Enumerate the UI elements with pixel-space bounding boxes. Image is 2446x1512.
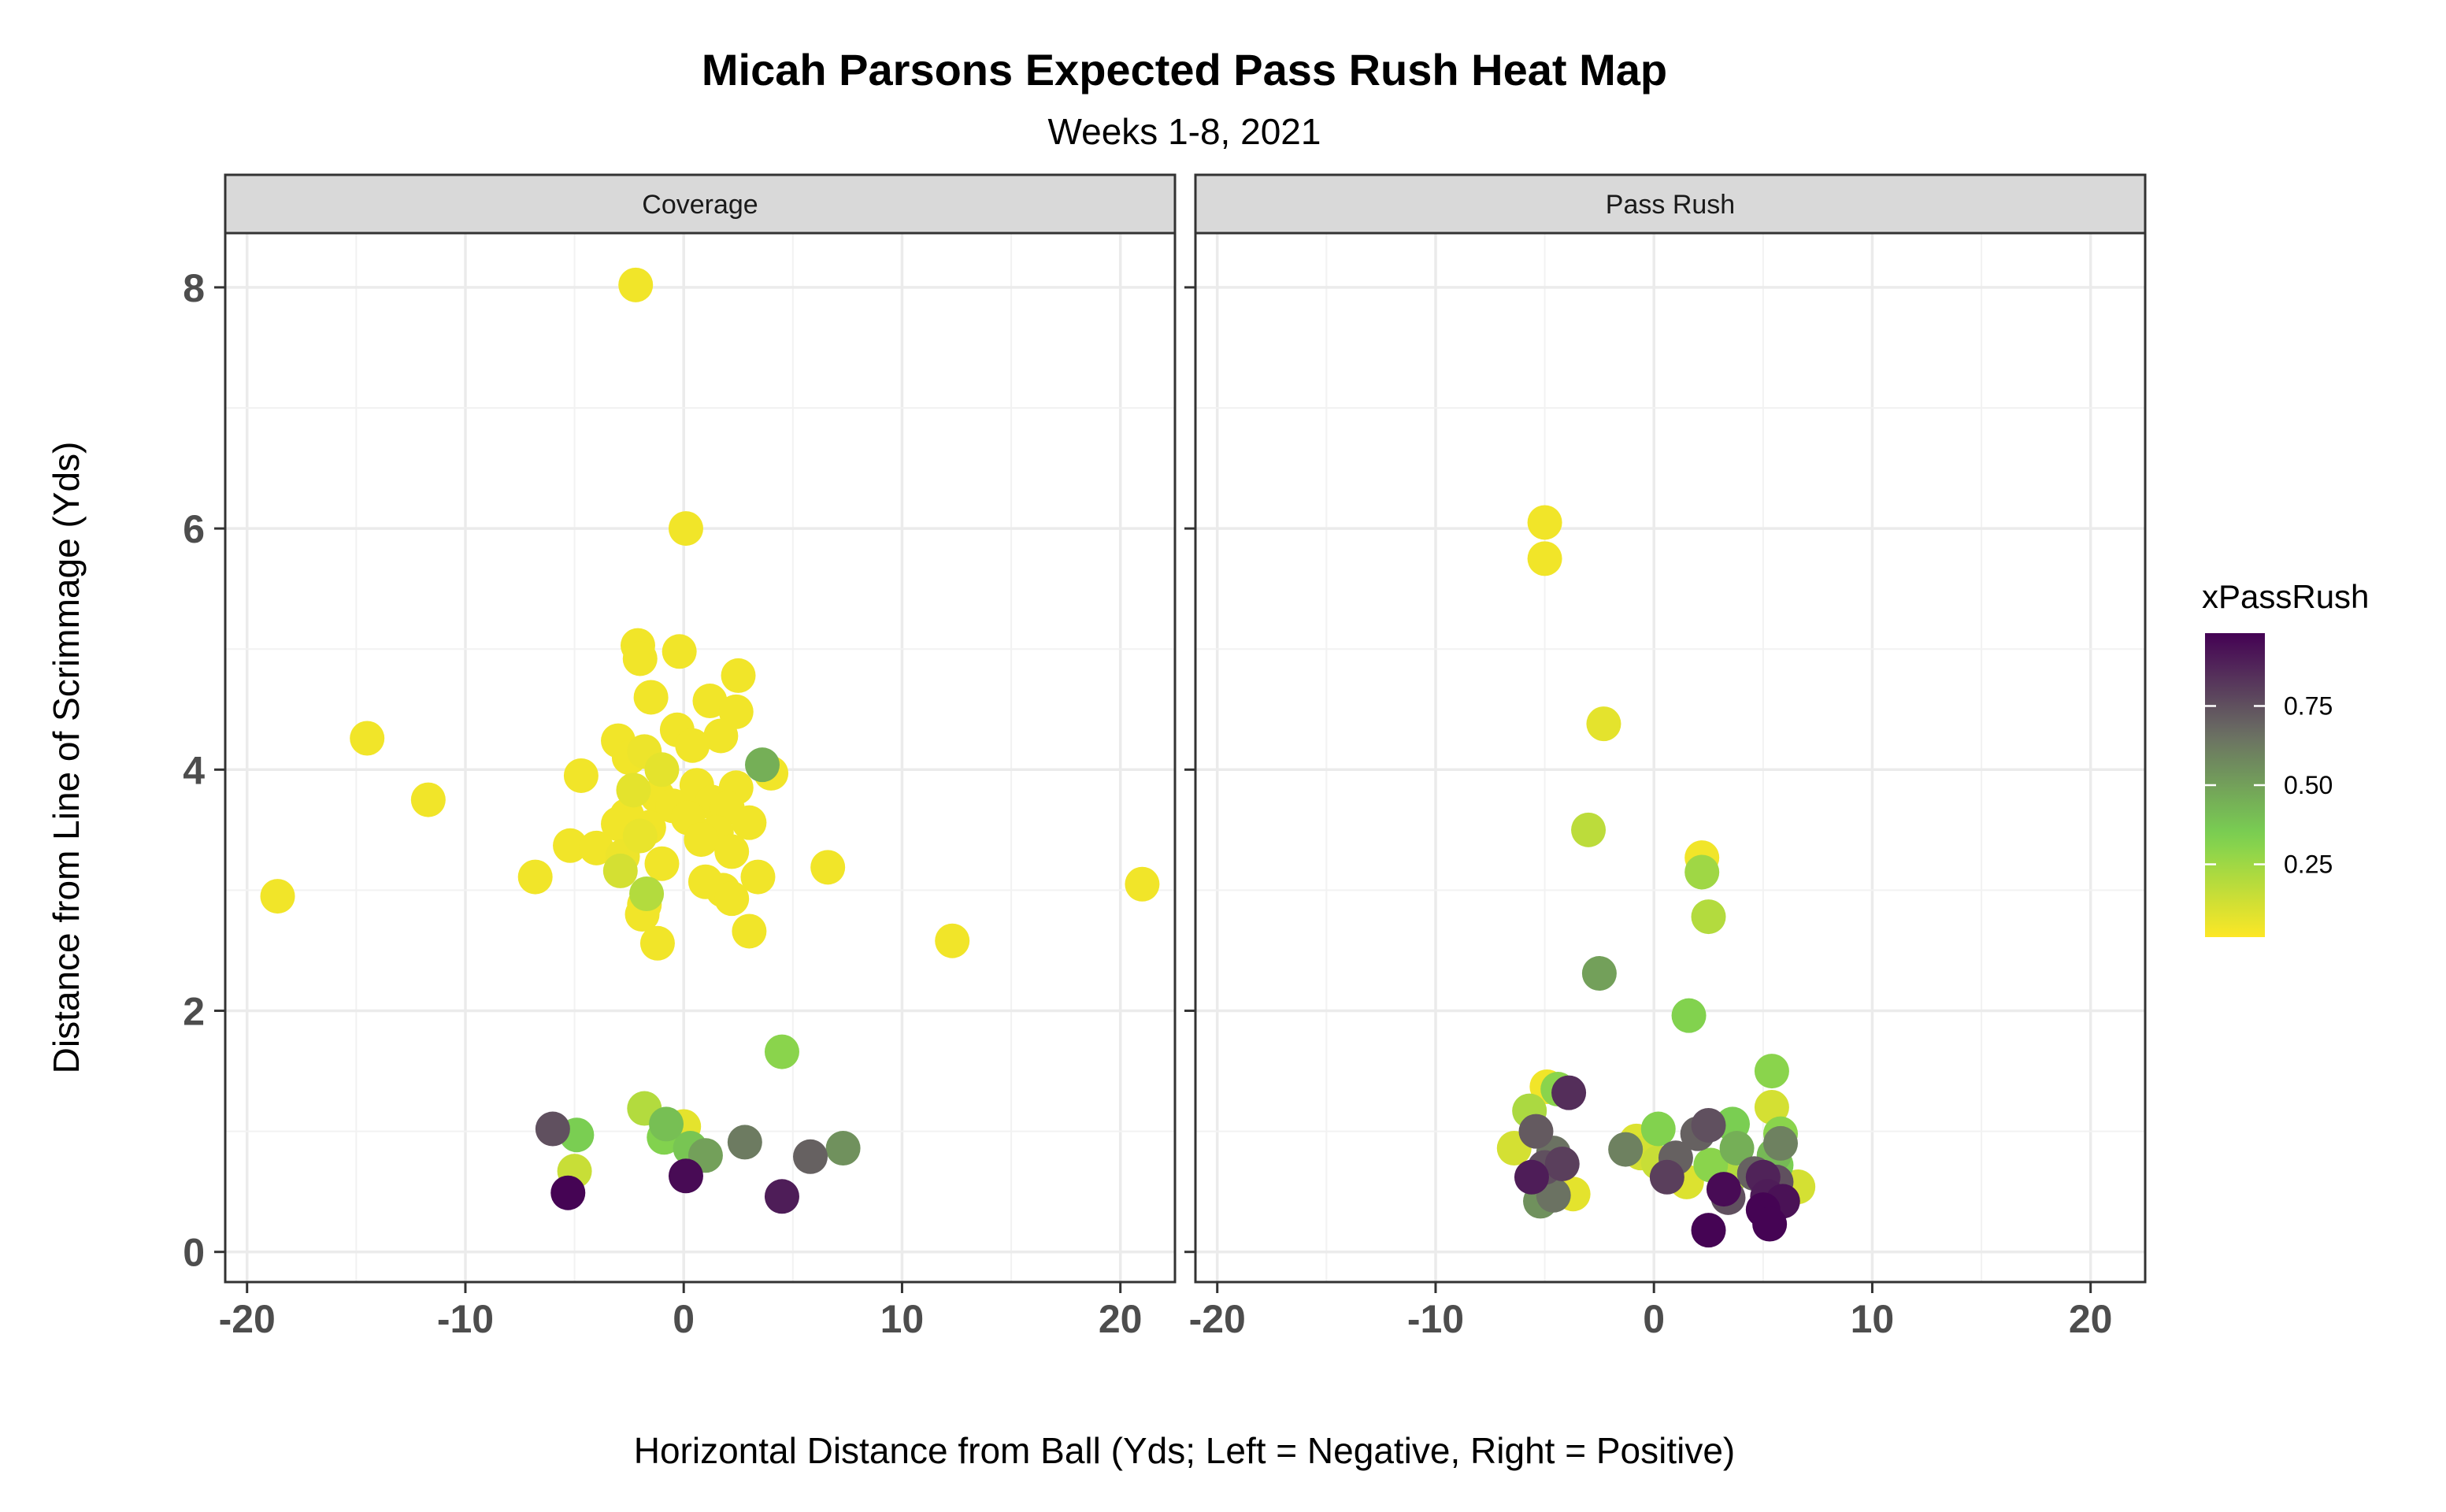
data-point xyxy=(410,782,446,817)
data-point xyxy=(714,834,750,869)
data-point xyxy=(350,721,385,756)
y-tick-label: 6 xyxy=(183,507,205,551)
legend-label: 0.25 xyxy=(2284,850,2333,879)
data-point xyxy=(1518,1114,1554,1149)
x-tick-label: -10 xyxy=(1407,1297,1464,1341)
legend-label: 0.50 xyxy=(2284,771,2333,799)
data-point xyxy=(1691,1213,1726,1248)
data-point xyxy=(740,859,776,895)
y-tick-label: 0 xyxy=(183,1231,205,1275)
x-axis-title: Horizontal Distance from Ball (Yds; Left… xyxy=(634,1430,1736,1471)
data-point xyxy=(629,876,665,912)
data-point xyxy=(517,859,553,895)
panel-coverage: Coverage -20 -10 0 10 20 0 2 4 6 8 xyxy=(183,173,1177,1341)
data-point xyxy=(553,828,588,863)
facet-strip-label: Coverage xyxy=(642,190,758,220)
data-point xyxy=(732,914,767,949)
data-point xyxy=(1581,956,1617,991)
data-point xyxy=(692,684,728,719)
data-point xyxy=(668,1158,703,1194)
data-point xyxy=(550,1175,586,1210)
panels-layer: Coverage -20 -10 0 10 20 0 2 4 6 8 Pass Rush -20 -10 0… xyxy=(183,173,2147,1341)
facet-strip xyxy=(224,173,1177,235)
data-point xyxy=(1571,812,1607,847)
data-point xyxy=(1706,1172,1741,1207)
data-point xyxy=(1671,998,1707,1033)
data-point xyxy=(1551,1075,1587,1110)
data-point xyxy=(1125,866,1160,902)
data-point xyxy=(1514,1159,1549,1195)
data-point xyxy=(1754,1054,1789,1089)
y-tick-label: 2 xyxy=(183,990,205,1034)
data-point xyxy=(644,846,680,881)
data-point xyxy=(1754,1090,1789,1125)
data-point xyxy=(727,1125,762,1160)
chart-subtitle: Weeks 1-8, 2021 xyxy=(1048,111,1321,152)
data-point xyxy=(1586,706,1621,742)
data-point xyxy=(1684,854,1720,890)
data-point xyxy=(714,881,750,917)
data-point xyxy=(602,853,638,888)
data-point xyxy=(745,747,780,783)
data-point xyxy=(675,728,710,763)
panel-pass-rush: Pass Rush -20 -10 0 10 20 xyxy=(1184,173,2147,1341)
data-point xyxy=(579,830,614,865)
data-point xyxy=(793,1139,828,1174)
data-point xyxy=(1527,541,1562,576)
data-point xyxy=(1752,1206,1788,1242)
facet-strip xyxy=(1194,173,2147,235)
data-point xyxy=(1719,1131,1755,1166)
data-point xyxy=(649,1106,684,1142)
y-axis-title: Distance from Line of Scrimmage (Yds) xyxy=(46,442,87,1074)
data-point xyxy=(563,758,599,793)
data-point xyxy=(633,680,669,715)
data-point xyxy=(535,1111,570,1147)
chart-title: Micah Parsons Expected Pass Rush Heat Ma… xyxy=(702,45,1667,94)
data-point xyxy=(764,1034,799,1069)
data-point xyxy=(684,822,719,858)
x-tick-label: -20 xyxy=(1189,1297,1246,1341)
data-point xyxy=(616,773,651,808)
color-legend: xPassRush 0.25 0.50 0.75 xyxy=(2202,578,2369,937)
data-point xyxy=(703,718,739,754)
facet-strip-label: Pass Rush xyxy=(1606,190,1735,220)
x-tick-label: 20 xyxy=(2069,1297,2113,1341)
data-point xyxy=(639,925,675,961)
data-point xyxy=(662,634,697,669)
x-tick-label: 0 xyxy=(1643,1297,1665,1341)
data-point xyxy=(1544,1146,1580,1181)
data-point xyxy=(622,818,658,854)
legend-label: 0.75 xyxy=(2284,691,2333,720)
data-point xyxy=(1763,1125,1799,1161)
y-tick-label: 4 xyxy=(183,748,205,792)
y-tick-label: 8 xyxy=(183,266,205,310)
data-point xyxy=(825,1131,861,1166)
data-point xyxy=(935,923,970,958)
data-point xyxy=(644,752,680,788)
x-tick-label: 10 xyxy=(880,1297,925,1341)
data-point xyxy=(1691,1107,1726,1143)
data-point xyxy=(1608,1132,1644,1167)
data-point xyxy=(260,879,295,914)
data-point xyxy=(618,267,654,302)
data-point xyxy=(721,658,756,693)
data-point xyxy=(622,641,658,676)
data-point xyxy=(1691,899,1726,935)
x-tick-label: -20 xyxy=(219,1297,276,1341)
legend-title: xPassRush xyxy=(2202,578,2369,615)
data-point xyxy=(764,1179,799,1214)
x-tick-label: 10 xyxy=(1851,1297,1895,1341)
data-point xyxy=(810,850,846,885)
data-point xyxy=(732,805,767,840)
data-point xyxy=(1649,1159,1684,1195)
x-tick-label: 20 xyxy=(1099,1297,1143,1341)
data-point xyxy=(668,511,703,547)
x-tick-label: -10 xyxy=(437,1297,494,1341)
x-tick-label: 0 xyxy=(673,1297,695,1341)
data-point xyxy=(1640,1111,1676,1147)
data-point xyxy=(1527,505,1562,540)
